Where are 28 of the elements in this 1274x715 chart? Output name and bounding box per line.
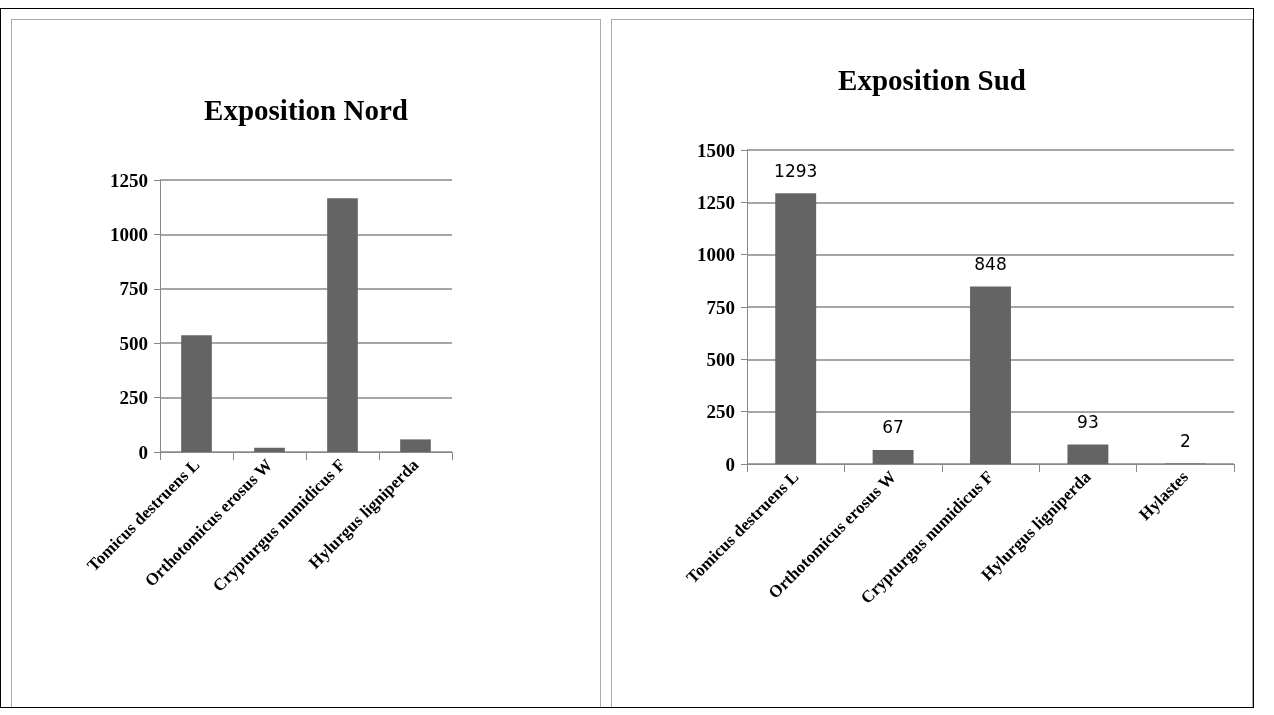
y-tick-label: 500	[706, 348, 735, 370]
data-label: 848	[974, 253, 1007, 274]
bar	[181, 335, 212, 452]
data-label: 67	[882, 417, 904, 438]
y-tick-label: 1500	[697, 139, 735, 161]
chart-title: Exposition Sud	[838, 63, 1026, 96]
y-tick-label: 500	[119, 332, 148, 354]
y-tick-label: 750	[706, 296, 735, 318]
y-tick-label: 1000	[110, 223, 148, 245]
bar	[1067, 444, 1109, 464]
bar	[254, 447, 285, 452]
y-tick-label: 0	[725, 453, 735, 475]
data-label: 1293	[774, 160, 818, 181]
bar	[400, 439, 431, 452]
y-tick-label: 750	[119, 278, 148, 300]
bar	[327, 198, 358, 452]
y-tick-label: 0	[138, 441, 148, 463]
y-tick-label: 1000	[697, 244, 735, 266]
bar	[872, 449, 914, 464]
y-tick-label: 250	[706, 401, 735, 423]
y-tick-label: 250	[119, 387, 148, 409]
bar	[970, 286, 1011, 464]
y-tick-label: 1250	[110, 169, 148, 191]
y-tick-label: 1250	[697, 191, 735, 213]
data-label: 93	[1077, 412, 1099, 433]
chart-title: Exposition Nord	[204, 93, 408, 126]
data-label: 2	[1179, 431, 1191, 452]
bar	[775, 193, 817, 464]
